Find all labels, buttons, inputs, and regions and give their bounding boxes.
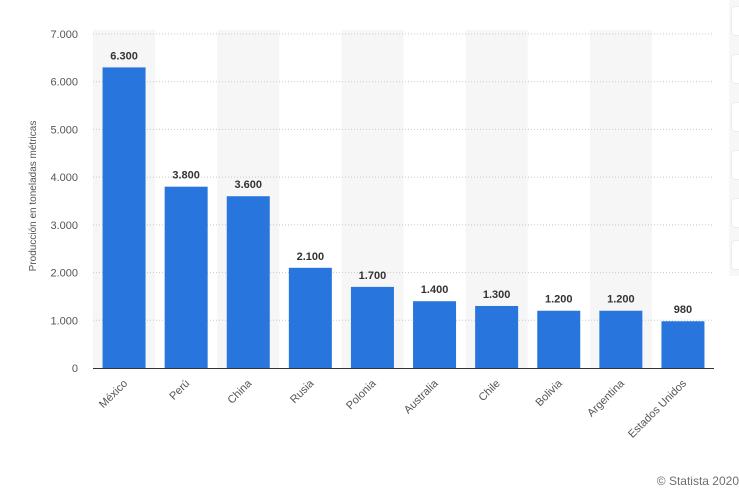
- bar[interactable]: [661, 321, 705, 368]
- y-tick-label: 1.000: [50, 315, 78, 327]
- bar[interactable]: [288, 267, 332, 368]
- y-tick-label: 4.000: [50, 172, 78, 184]
- toolbar-button[interactable]: [731, 54, 739, 84]
- y-tick-label: 7.000: [50, 29, 78, 41]
- data-label: 1.700: [359, 270, 387, 282]
- bar[interactable]: [350, 286, 394, 368]
- x-tick-label: Bolivia: [533, 377, 565, 409]
- x-tick-label: Australia: [402, 377, 441, 416]
- bar[interactable]: [226, 196, 270, 368]
- x-tick-label: China: [226, 377, 255, 406]
- data-label: 1.400: [421, 284, 449, 296]
- data-label: 2.100: [297, 251, 325, 263]
- bar[interactable]: [599, 310, 643, 368]
- data-label: 980: [674, 304, 692, 316]
- y-tick-label: 6.000: [50, 77, 78, 89]
- x-tick-label: Argentina: [585, 377, 627, 419]
- bar[interactable]: [413, 301, 457, 368]
- x-tick-label: Estados Unidos: [626, 377, 689, 440]
- y-tick-label: 3.000: [50, 220, 78, 232]
- source-credit: © Statista 2020: [656, 474, 739, 488]
- bars: [102, 67, 705, 369]
- data-label: 3.600: [234, 179, 262, 191]
- data-label: 1.200: [607, 294, 635, 306]
- y-tick-label: 5.000: [50, 124, 78, 136]
- x-tick-label: Chile: [477, 378, 503, 404]
- toolbar-button[interactable]: [731, 240, 739, 270]
- y-axis-title: Producción en toneladas métricas: [28, 121, 39, 272]
- data-label: 1.300: [483, 289, 511, 301]
- x-axis-labels: México Perú China Rusia Polonia Australia Chil…: [97, 377, 689, 441]
- data-label: 6.300: [110, 50, 138, 62]
- bar[interactable]: [102, 67, 146, 369]
- x-tick-label: Rusia: [288, 377, 317, 406]
- bar[interactable]: [164, 186, 208, 368]
- bar[interactable]: [537, 310, 581, 368]
- bar[interactable]: [475, 305, 519, 368]
- value-labels: 6.300 3.800 3.600 2.100 1.700 1.400 1.300 1.200…: [110, 50, 692, 316]
- x-tick-label: Perú: [167, 378, 192, 403]
- x-tick-label: Polonia: [344, 377, 379, 412]
- data-label: 1.200: [545, 294, 573, 306]
- y-tick-label: 2.000: [50, 268, 78, 280]
- toolbar-button[interactable]: [731, 198, 739, 228]
- x-tick-label: México: [97, 378, 130, 411]
- toolbar-button[interactable]: [731, 6, 739, 36]
- toolbar-button[interactable]: [731, 102, 739, 132]
- y-tick-label: 0: [72, 363, 78, 375]
- data-label: 3.800: [172, 170, 200, 182]
- side-toolbar: [729, 0, 739, 276]
- y-axis-ticks: 0 1.000 2.000 3.000 4.000 5.000 6.000 7.000: [50, 29, 78, 375]
- toolbar-button[interactable]: [731, 150, 739, 180]
